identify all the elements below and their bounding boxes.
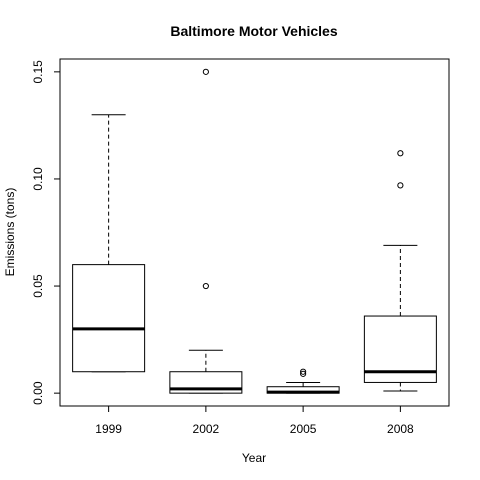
chart-title: Baltimore Motor Vehicles <box>170 23 337 39</box>
outlier-point <box>397 150 404 157</box>
outlier-point <box>300 368 307 375</box>
y-tick-label: 0.10 <box>31 167 45 191</box>
x-tick-label: 1999 <box>95 422 122 436</box>
box-2005 <box>266 368 340 394</box>
plot-area: 0.00 0.05 0.10 0.15 1999 2002 2005 2008 <box>31 60 437 436</box>
outlier-point <box>202 282 209 290</box>
x-tick-label: 2002 <box>193 422 220 436</box>
box-2008 <box>363 150 437 392</box>
x-axis-label: Year <box>242 451 266 465</box>
outlier-point <box>397 182 404 189</box>
x-tick-label: 2005 <box>290 422 317 436</box>
outlier-point <box>300 370 307 377</box>
box-2002 <box>169 68 243 394</box>
outlier-point <box>202 68 209 75</box>
box-1999 <box>72 114 146 373</box>
y-axis-label: Emissions (tons) <box>3 188 17 277</box>
iqr-box <box>72 264 146 373</box>
y-tick-label: 0.05 <box>31 274 45 298</box>
y-tick-label: 0.15 <box>31 60 45 84</box>
y-tick-label: 0.00 <box>31 381 45 405</box>
x-tick-label: 2008 <box>387 422 414 436</box>
plot-frame <box>59 58 450 407</box>
